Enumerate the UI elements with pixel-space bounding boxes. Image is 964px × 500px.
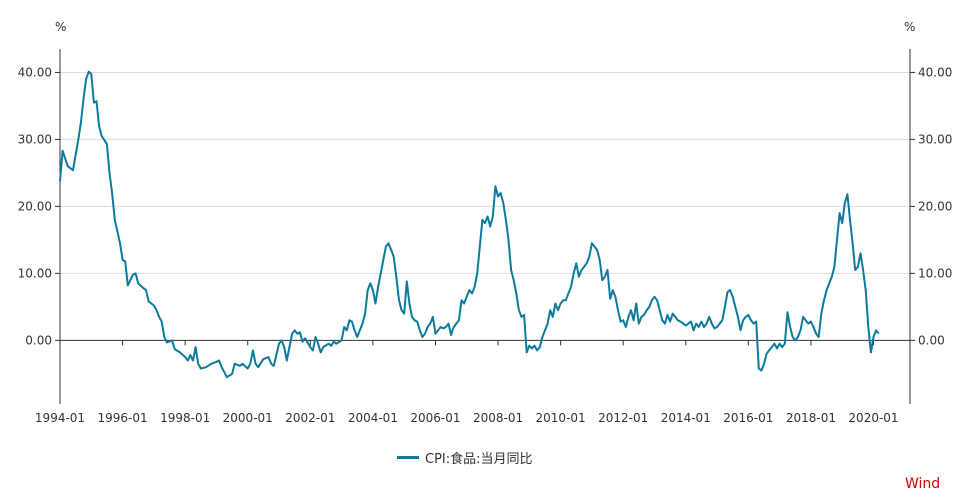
x-tick-label: 2006-01 [410, 411, 460, 425]
left-y-tick-label: 30.00 [18, 132, 52, 146]
legend-swatch [397, 456, 419, 459]
series-line [59, 70, 880, 379]
x-tick-label: 2018-01 [786, 411, 836, 425]
x-tick-label: 2000-01 [223, 411, 273, 425]
x-tick-label: 2014-01 [661, 411, 711, 425]
x-tick-label: 2012-01 [598, 411, 648, 425]
legend-label: CPI:食品:当月同比 [425, 452, 533, 467]
series-layer [59, 70, 880, 379]
grid-lines [60, 71, 910, 341]
x-tick-label: 2016-01 [723, 411, 773, 425]
right-y-tick-label: 40.00 [918, 65, 952, 79]
x-tick-label: 1996-01 [98, 411, 148, 425]
right-y-tick-label: 20.00 [918, 199, 952, 213]
left-y-tick-labels: 40.00 30.00 20.00 10.00 0.00 [18, 65, 52, 347]
legend[interactable]: CPI:食品:当月同比 [397, 448, 533, 467]
x-tick-label: 1998-01 [160, 411, 210, 425]
x-tick-label: 2002-01 [285, 411, 335, 425]
x-tick-labels: 1994-01 1996-01 1998-01 2000-01 2002-01 2004-… [35, 411, 899, 425]
left-y-tick-label: 10.00 [18, 266, 52, 280]
left-y-tick-label: 20.00 [18, 199, 52, 213]
right-y-tick-label: 10.00 [918, 266, 952, 280]
left-unit-label: % [55, 20, 66, 34]
right-unit-label: % [904, 20, 915, 34]
axes [55, 49, 915, 404]
x-tick-label: 1994-01 [35, 411, 85, 425]
right-y-tick-label: 0.00 [918, 333, 945, 347]
x-tick-label: 2004-01 [348, 411, 398, 425]
left-y-tick-label: 0.00 [25, 333, 52, 347]
x-tick-label: 2020-01 [848, 411, 898, 425]
x-tick-label: 2008-01 [473, 411, 523, 425]
x-tick-label: 2010-01 [536, 411, 586, 425]
right-y-tick-label: 30.00 [918, 132, 952, 146]
right-y-tick-labels: 40.00 30.00 20.00 10.00 0.00 [918, 65, 952, 347]
wind-watermark: Wind [905, 476, 941, 492]
left-y-tick-label: 40.00 [18, 65, 52, 79]
